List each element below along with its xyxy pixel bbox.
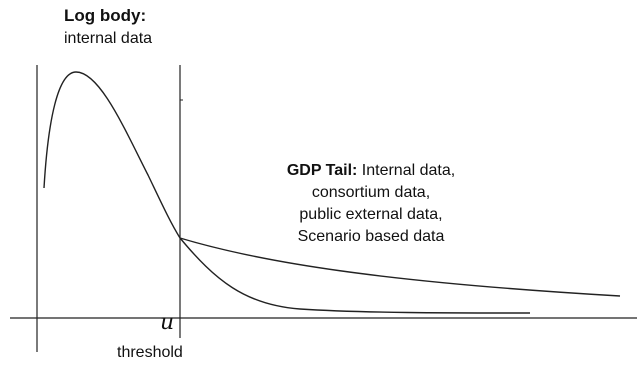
- gdp-tail-line2: consortium data,: [311, 184, 431, 201]
- light-tail-curve: [179, 237, 531, 314]
- gdp-tail-line4: Scenario based data: [297, 228, 445, 245]
- log-body-curve: [43, 71, 181, 239]
- gdp-tail-line1: Internal data,: [357, 162, 456, 179]
- log-body-subtitle: internal data: [64, 30, 153, 47]
- gdp-tail-label: GDP Tail: Internal data, consortium data…: [256, 160, 486, 248]
- threshold-symbol: u: [160, 310, 175, 335]
- gdp-tail-curve: [179, 237, 621, 297]
- log-body-title: Log body:: [64, 6, 147, 25]
- gdp-tail-line3: public external data,: [299, 206, 443, 223]
- gdp-tail-title: GDP Tail:: [286, 162, 358, 179]
- threshold-label: threshold: [117, 344, 183, 361]
